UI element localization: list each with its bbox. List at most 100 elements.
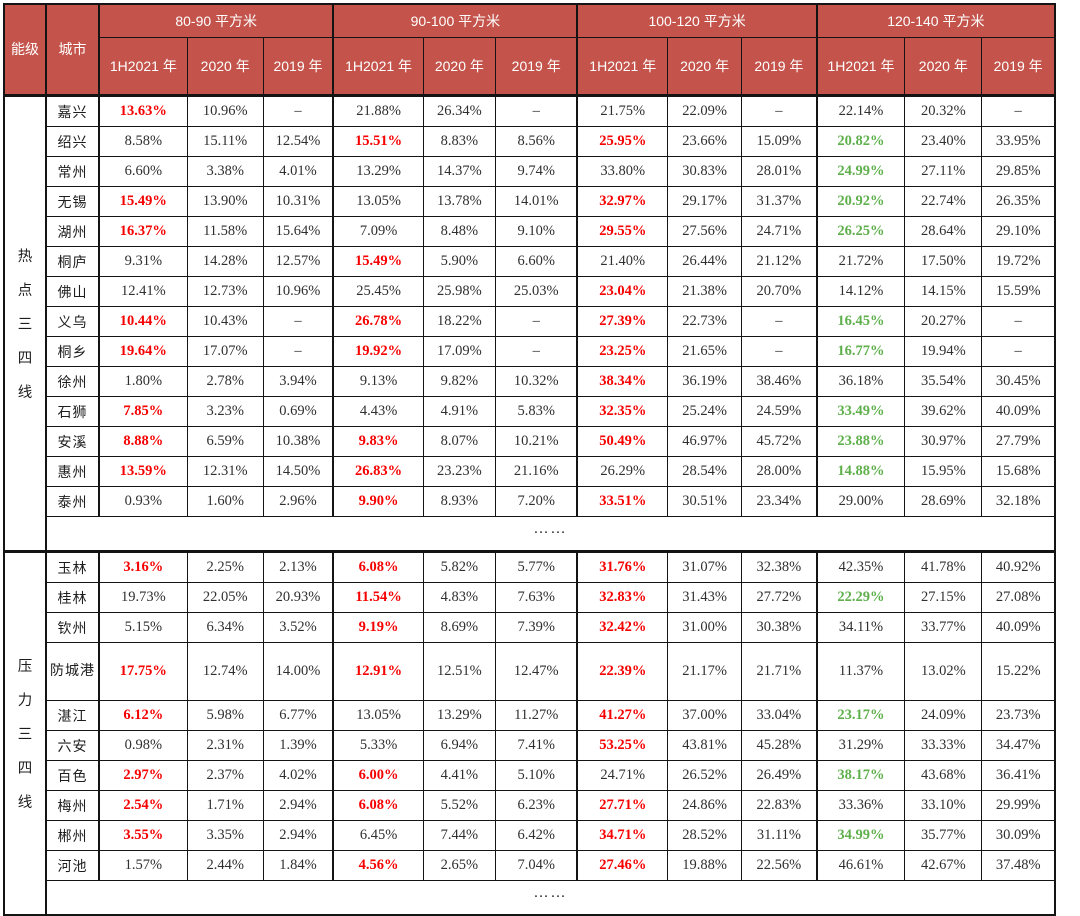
value-cell: 23.17%	[815, 700, 906, 731]
value-cell: 2.78%	[186, 366, 264, 397]
value-cell: 26.78%	[332, 306, 424, 337]
value-cell: 50.49%	[576, 426, 669, 457]
value-cell: 25.24%	[667, 396, 743, 427]
value-cell: 28.52%	[667, 820, 743, 851]
value-cell: 13.02%	[904, 642, 983, 701]
value-cell: 19.73%	[98, 582, 188, 613]
value-cell: 12.74%	[186, 642, 264, 701]
value-cell: 12.73%	[186, 276, 264, 307]
city-cell: 佛山	[45, 276, 100, 307]
housing-segment-table-page: 能级 城市 80-90 平方米 90-100 平方米 100-120 平方米 120-14…	[0, 3, 1080, 916]
sub-column-header: 2020 年	[422, 37, 496, 96]
value-cell: 5.83%	[494, 396, 578, 427]
value-cell: 12.91%	[332, 642, 424, 701]
value-cell: 32.35%	[576, 396, 669, 427]
value-cell: 27.08%	[981, 582, 1056, 613]
value-cell: 7.20%	[494, 486, 578, 517]
value-cell: 19.88%	[667, 850, 743, 881]
value-cell: 30.45%	[981, 366, 1056, 397]
value-cell: 0.69%	[262, 396, 334, 427]
value-cell: –	[981, 95, 1056, 127]
value-cell: 6.45%	[332, 820, 424, 851]
value-cell: 29.99%	[981, 790, 1056, 821]
value-cell: 20.93%	[262, 582, 334, 613]
value-cell: 9.82%	[422, 366, 496, 397]
value-cell: 8.07%	[422, 426, 496, 457]
city-cell: 玉林	[45, 551, 100, 583]
value-cell: 27.72%	[741, 582, 818, 613]
value-cell: 39.62%	[904, 396, 983, 427]
value-cell: 36.18%	[815, 366, 906, 397]
value-cell: 7.41%	[494, 730, 578, 761]
table-row: 绍兴 8.58% 15.11% 12.54% 15.51% 8.83% 8.56% 25.95…	[4, 126, 1056, 157]
value-cell: 23.34%	[741, 486, 818, 517]
value-cell: 11.37%	[815, 642, 906, 701]
city-cell: 六安	[45, 730, 100, 761]
value-cell: 12.47%	[494, 642, 578, 701]
value-cell: 26.44%	[667, 246, 743, 277]
value-cell: 22.73%	[667, 306, 743, 337]
value-cell: 6.34%	[186, 612, 264, 643]
value-cell: 12.51%	[422, 642, 496, 701]
value-cell: 22.09%	[667, 95, 743, 127]
tier-label-char: 点	[17, 283, 33, 299]
value-cell: 21.75%	[576, 95, 669, 127]
value-cell: 17.75%	[98, 642, 188, 701]
city-column-header: 城市	[45, 3, 101, 96]
value-cell: 3.35%	[186, 820, 264, 851]
value-cell: 31.00%	[667, 612, 743, 643]
value-cell: 9.10%	[494, 216, 578, 247]
value-cell: 33.80%	[576, 156, 669, 187]
value-cell: 15.09%	[741, 126, 818, 157]
value-cell: 33.95%	[981, 126, 1056, 157]
value-cell: 22.56%	[741, 850, 818, 881]
value-cell: 4.56%	[332, 850, 424, 881]
value-cell: 1.57%	[98, 850, 188, 881]
ellipsis-cell: ……	[45, 880, 1056, 916]
value-cell: 0.93%	[98, 486, 188, 517]
value-cell: 20.27%	[904, 306, 983, 337]
tier-label-char: 三	[17, 317, 33, 333]
city-cell: 钦州	[45, 612, 100, 643]
table-row: 徐州 1.80% 2.78% 3.94% 9.13% 9.82% 10.32% 38.34% 3…	[4, 366, 1056, 397]
value-cell: 40.09%	[981, 612, 1056, 643]
value-cell: 25.95%	[576, 126, 669, 157]
value-cell: 16.45%	[815, 306, 906, 337]
value-cell: 2.44%	[186, 850, 264, 881]
value-cell: 10.32%	[494, 366, 578, 397]
value-cell: 2.25%	[186, 551, 264, 583]
value-cell: 25.03%	[494, 276, 578, 307]
value-cell: 31.37%	[741, 186, 818, 217]
value-cell: 9.13%	[332, 366, 424, 397]
table-row: 桐乡 19.64% 17.07% –19.92% 17.09% –23.25% 21.65%…	[4, 336, 1056, 367]
value-cell: 14.37%	[422, 156, 496, 187]
city-cell: 惠州	[45, 456, 100, 487]
city-cell: 常州	[45, 156, 100, 187]
value-cell: 41.78%	[904, 551, 983, 583]
value-cell: 9.19%	[332, 612, 424, 643]
value-cell: 36.19%	[667, 366, 743, 397]
value-cell: 2.65%	[422, 850, 496, 881]
value-cell: 23.66%	[667, 126, 743, 157]
tier-label-char: 三	[17, 727, 33, 743]
value-cell: 10.38%	[262, 426, 334, 457]
value-cell: 18.22%	[422, 306, 496, 337]
value-cell: 12.41%	[98, 276, 188, 307]
value-cell: 2.37%	[186, 760, 264, 791]
value-cell: –	[981, 306, 1056, 337]
tier-label: 压力三四线	[5, 655, 44, 812]
value-cell: 36.41%	[981, 760, 1056, 791]
value-cell: 21.65%	[667, 336, 743, 367]
value-cell: 5.82%	[422, 551, 496, 583]
city-cell: 绍兴	[45, 126, 100, 157]
value-cell: 38.46%	[741, 366, 818, 397]
value-cell: 15.68%	[981, 456, 1056, 487]
tier-label-char: 四	[17, 351, 33, 367]
value-cell: 6.08%	[332, 551, 424, 583]
value-cell: 21.88%	[332, 95, 424, 127]
value-cell: 40.09%	[981, 396, 1056, 427]
tier-label-char: 线	[17, 385, 33, 401]
value-cell: 11.54%	[332, 582, 424, 613]
value-cell: 34.11%	[815, 612, 906, 643]
value-cell: 9.31%	[98, 246, 188, 277]
